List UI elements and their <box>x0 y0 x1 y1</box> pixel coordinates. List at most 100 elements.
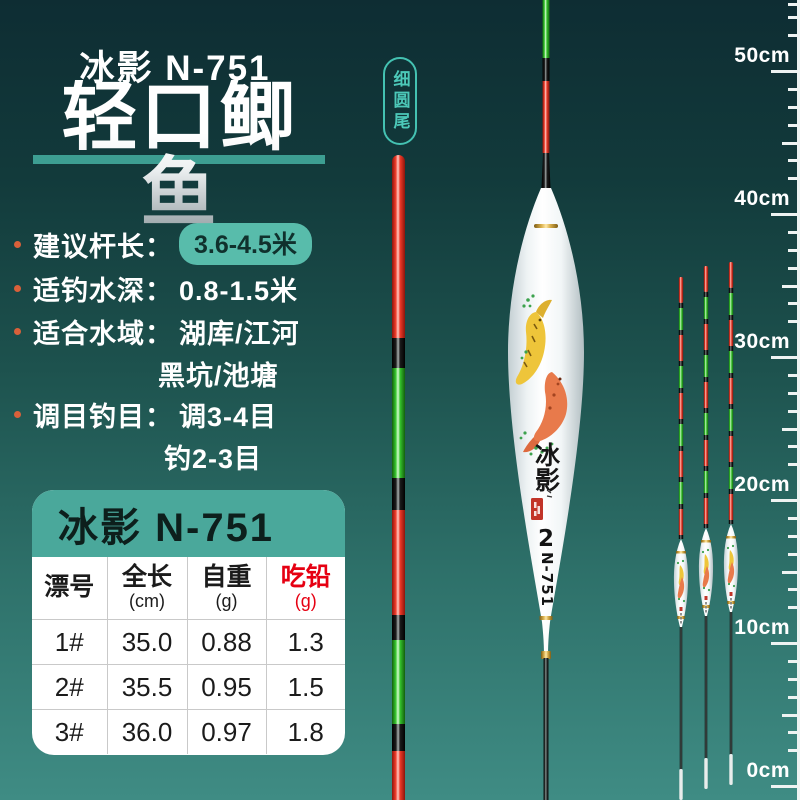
ruler-tick-minor <box>788 177 800 180</box>
main-float-tail <box>541 0 551 188</box>
ruler-tick-minor <box>788 16 800 19</box>
tail-segment-green <box>392 640 405 724</box>
column-name: 漂号 <box>44 573 95 602</box>
ruler-tick-major <box>771 642 800 645</box>
product-subtitle: 冰影 N-751 <box>79 49 271 88</box>
spec-value: 黑坑/池塘 <box>158 360 279 391</box>
algae-art <box>519 294 554 460</box>
ruler-tick-major <box>771 70 800 73</box>
spec-table: 漂号 全长 (cm) 自重 (g) 吃铅 (g) 1# 35.0 0.88 1.3 2# 35.5 0.… <box>32 557 345 754</box>
spec-table-body: 1# 35.0 0.88 1.3 2# 35.5 0.95 1.5 3# 36.0 0.97 1.8 <box>32 619 345 754</box>
main-float-illustration: 冰影 2 N-751 <box>508 0 584 800</box>
table-row: 2# 35.5 0.95 1.5 <box>32 664 345 710</box>
ruler-tick-minor <box>788 249 800 252</box>
ruler-tick-half <box>782 428 800 431</box>
ruler-tick-minor <box>788 34 800 37</box>
spec-value: 钓2-3目 <box>164 443 263 474</box>
column-name: 自重 <box>201 563 252 592</box>
ruler-tick-minor <box>788 374 800 377</box>
small-float-2 <box>698 266 714 789</box>
ruler-label: 30cm <box>734 330 790 353</box>
ruler-tick-minor <box>788 660 800 663</box>
ruler-tick-minor <box>788 749 800 752</box>
ruler-tick-minor <box>788 445 800 448</box>
table-cell: 0.88 <box>187 619 267 665</box>
table-column-header: 全长 (cm) <box>107 557 188 620</box>
tail-segment-red <box>392 751 405 800</box>
table-column-header: 吃铅 (g) <box>266 557 345 620</box>
tail-segment-black <box>392 724 405 751</box>
spec-table-head: 漂号 全长 (cm) 自重 (g) 吃铅 (g) <box>32 557 345 620</box>
tail-segment-red <box>392 155 405 338</box>
ruler-tick-minor <box>788 731 800 734</box>
ruler-baseline <box>797 0 800 800</box>
ruler-tick-minor <box>788 410 800 413</box>
table-cell: 1.5 <box>266 664 345 710</box>
tail-segment-red <box>392 510 405 615</box>
ruler-tick-minor <box>788 106 800 109</box>
yellow-koi-art <box>515 299 552 385</box>
table-column-header: 自重 (g) <box>187 557 267 620</box>
column-unit: (g) <box>294 590 317 611</box>
title-underline-bar <box>33 155 325 164</box>
spec-label: 适合水域： <box>33 318 173 349</box>
column-unit: (cm) <box>129 590 165 611</box>
bullet-icon <box>14 410 21 418</box>
table-cell: 1.3 <box>266 619 345 665</box>
main-float-body: 冰影 2 N-751 <box>508 188 584 659</box>
ruler-label: 20cm <box>734 473 790 496</box>
ruler-tick-major <box>771 356 800 359</box>
ruler-label: 0cm <box>746 759 790 782</box>
spec-label: 适钓水深： <box>33 275 173 306</box>
spec-row-tuning: 调目钓目： 调3-4目 <box>14 394 277 434</box>
table-row: 3# 36.0 0.97 1.8 <box>32 709 345 754</box>
spec-row-water-type: 适合水域： 湖库/江河 <box>14 311 300 351</box>
column-name: 吃铅 <box>280 563 331 592</box>
ruler-tick-minor <box>788 553 800 556</box>
ruler-tick-minor <box>788 231 800 234</box>
float-size-number: 2 <box>538 526 554 552</box>
ruler-tick-minor <box>788 517 800 520</box>
ruler-label: 50cm <box>734 44 790 67</box>
ruler-tick-minor <box>788 3 800 6</box>
spec-row-tuning-cont: 钓2-3目 <box>158 436 262 476</box>
ruler-tick-minor <box>788 535 800 538</box>
table-column-header: 漂号 <box>32 557 108 620</box>
ruler-label: 40cm <box>734 187 790 210</box>
ruler-tick-major <box>771 785 800 788</box>
main-float-stem <box>543 658 549 800</box>
ruler-tick-minor <box>788 267 800 270</box>
ruler-tick-major <box>771 213 800 216</box>
bullet-icon <box>14 240 21 248</box>
ruler-tick-minor <box>788 588 800 591</box>
ruler-tick-minor <box>788 159 800 162</box>
table-cell: 3# <box>32 709 108 754</box>
spec-table-card: 冰影 N-751 漂号 全长 (cm) 自重 (g) 吃铅 (g) 1# 35.0 0.88 1.… <box>32 490 345 755</box>
table-cell: 2# <box>32 664 108 710</box>
ruler-tick-minor <box>788 696 800 699</box>
ruler-tick-minor <box>788 88 800 91</box>
gold-ring-top <box>534 224 558 228</box>
tail-segment-green <box>392 368 405 478</box>
ruler-tick-minor <box>788 463 800 466</box>
spec-row-rod-length: 建议杆长： 3.6-4.5米 <box>14 223 312 265</box>
ruler-tick-half <box>782 285 800 288</box>
ruler-label: 10cm <box>734 616 790 639</box>
ruler-tick-minor <box>788 606 800 609</box>
ruler-tick-minor <box>788 302 800 305</box>
float-tail-closeup <box>392 155 405 800</box>
ruler-tick-half <box>782 142 800 145</box>
float-model-text: N-751 <box>538 552 556 607</box>
table-cell: 1.8 <box>266 709 345 754</box>
tail-segment-black <box>392 338 405 368</box>
ruler-tick-major <box>771 499 800 502</box>
small-float-1 <box>673 277 689 800</box>
table-row: 1# 35.0 0.88 1.3 <box>32 619 345 665</box>
spec-label: 调目钓目： <box>33 401 173 432</box>
table-cell: 36.0 <box>107 709 188 754</box>
page-title: 轻口鲫鱼 <box>25 80 335 232</box>
table-cell: 0.97 <box>187 709 267 754</box>
tail-segment-black <box>392 478 405 510</box>
spec-row-water-depth: 适钓水深： 0.8-1.5米 <box>14 268 298 308</box>
